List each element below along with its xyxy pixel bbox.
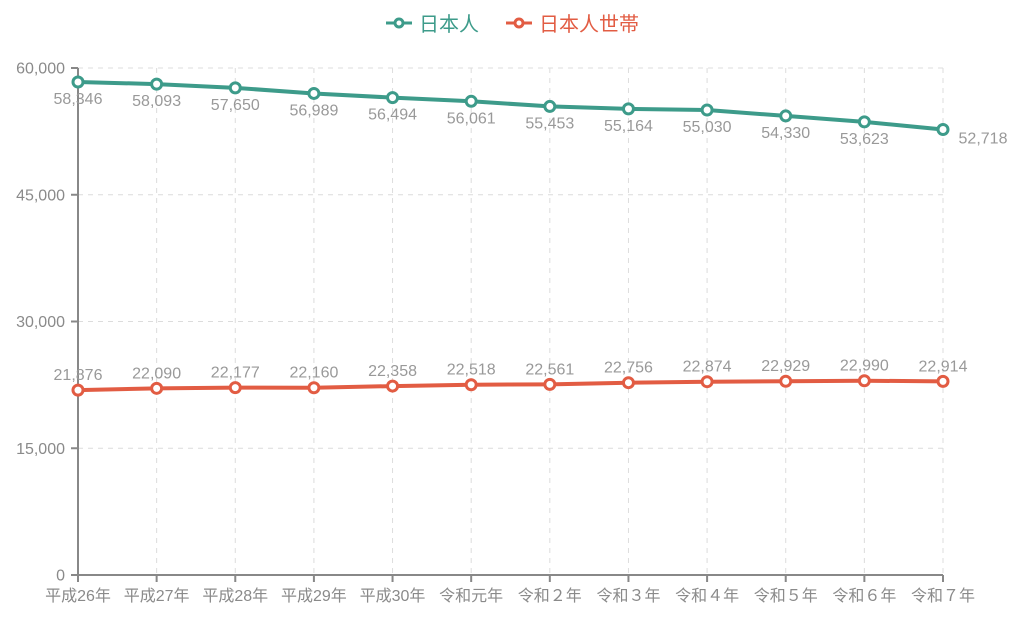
data-point[interactable] [386,91,400,105]
line-series-marker-icon [505,17,533,29]
data-point[interactable] [621,102,635,116]
series-line-1 [76,378,945,393]
data-label: 22,874 [683,359,732,376]
x-axis-label: 令和元年 [439,587,503,605]
data-point[interactable] [150,381,164,395]
data-point[interactable] [543,377,557,391]
data-point[interactable] [464,94,478,108]
data-point[interactable] [386,379,400,393]
data-point[interactable] [621,376,635,390]
data-label: 22,177 [211,365,260,382]
x-axis-label: 令和５年 [754,587,818,605]
x-axis-label: 令和３年 [596,587,660,605]
series-line-0 [76,79,945,132]
x-axis-label: 令和２年 [518,587,582,605]
data-label: 55,453 [525,115,574,132]
data-label: 22,358 [368,363,417,380]
legend-item-nihonjin[interactable]: 日本人 [385,8,479,37]
y-axis-label: 15,000 [16,441,65,458]
data-point[interactable] [150,77,164,91]
legend-label-nihonjin-setai: 日本人世帯 [539,14,639,36]
x-axis-label: 平成26年 [45,587,111,605]
data-point[interactable] [71,75,85,89]
data-point[interactable] [228,81,242,95]
data-point[interactable] [936,123,950,137]
data-label: 55,164 [604,118,653,135]
data-point[interactable] [700,375,714,389]
data-label: 22,160 [289,365,338,382]
data-label: 57,650 [211,97,260,114]
data-point[interactable] [936,374,950,388]
data-label: 52,718 [959,131,1008,148]
y-axis-label: 30,000 [16,314,65,331]
data-label: 22,090 [132,365,181,382]
data-point[interactable] [228,381,242,395]
data-label: 58,093 [132,93,181,110]
x-axis-label: 令和６年 [832,587,896,605]
data-point[interactable] [307,381,321,395]
data-label: 54,330 [761,125,810,142]
data-point[interactable] [779,109,793,123]
data-label: 21,876 [54,367,103,384]
data-label: 53,623 [840,131,889,148]
data-point[interactable] [71,383,85,397]
y-axis-label: 60,000 [16,61,65,78]
x-axis-label: 平成29年 [281,587,347,605]
data-label: 55,030 [683,119,732,136]
data-label: 58,346 [54,91,103,108]
y-axis-label: 0 [56,568,65,585]
data-label: 22,929 [761,358,810,375]
chart-legend: 日本人 日本人世帯 [0,8,1024,37]
data-label: 22,756 [604,360,653,377]
x-axis-label: 平成27年 [124,587,190,605]
x-axis-label: 令和７年 [911,587,975,605]
data-label: 22,518 [447,362,496,379]
data-label: 22,561 [525,361,574,378]
x-axis-label: 平成30年 [360,587,426,605]
data-point[interactable] [464,378,478,392]
data-label: 56,061 [447,110,496,127]
data-point[interactable] [779,374,793,388]
x-axis-label: 令和４年 [675,587,739,605]
legend-label-nihonjin: 日本人 [419,14,479,36]
data-point[interactable] [307,86,321,100]
data-label: 56,989 [289,102,338,119]
data-label: 56,494 [368,107,417,124]
line-series-marker-icon [385,17,413,29]
data-label: 22,914 [919,358,968,375]
legend-item-nihonjin-setai[interactable]: 日本人世帯 [505,8,639,37]
data-label: 22,990 [840,358,889,375]
data-point[interactable] [857,115,871,129]
y-axis-label: 45,000 [16,187,65,204]
data-point[interactable] [700,103,714,117]
data-point[interactable] [543,99,557,113]
data-point[interactable] [857,374,871,388]
x-axis-label: 平成28年 [202,587,268,605]
